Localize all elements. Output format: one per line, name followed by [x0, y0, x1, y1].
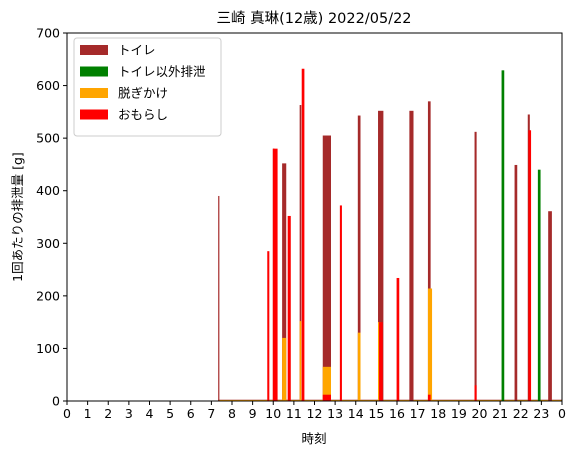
bar — [396, 277, 400, 401]
bar — [322, 394, 331, 401]
x-tick-label: 9 — [249, 406, 257, 421]
y-axis: 0 100 200 300 400 500 600 700 — [36, 26, 67, 409]
bar — [218, 195, 220, 401]
x-tick-label: 4 — [146, 406, 154, 421]
bar — [537, 169, 541, 401]
bar — [282, 163, 287, 401]
bar — [339, 205, 342, 401]
bar — [379, 322, 383, 401]
legend-swatch — [80, 66, 108, 77]
x-tick-label: 7 — [207, 406, 215, 421]
legend-label: おもらし — [118, 107, 168, 122]
x-tick-label: 1 — [84, 406, 92, 421]
x-tick-label: 21 — [492, 406, 508, 421]
x-axis: 0 1 2 3 4 5 6 7 8 9 10 11 12 13 14 15 16 17 18 19 20 21 22 23 0 — [63, 401, 566, 421]
bar — [409, 110, 414, 401]
y-tick-label: 700 — [36, 26, 60, 41]
bar — [427, 101, 431, 401]
legend-label: トイレ — [118, 43, 156, 58]
legend-label: 脱ぎかけ — [118, 86, 168, 101]
bar — [501, 70, 505, 401]
x-tick-label: 15 — [368, 406, 384, 421]
bar — [427, 394, 431, 401]
y-tick-label: 600 — [36, 78, 60, 93]
x-tick-label: 12 — [307, 406, 323, 421]
x-tick-label: 22 — [513, 406, 529, 421]
y-tick-label: 100 — [36, 341, 60, 356]
x-tick-label: 5 — [166, 406, 174, 421]
bar — [272, 148, 278, 401]
x-tick-label: 23 — [533, 406, 549, 421]
y-tick-label: 300 — [36, 236, 60, 251]
x-tick-label: 6 — [187, 406, 195, 421]
x-tick-label: 13 — [327, 406, 343, 421]
y-tick-label: 500 — [36, 131, 60, 146]
chart-title: 三崎 真琳(12歳) 2022/05/22 — [216, 9, 411, 27]
x-tick-label: 20 — [472, 406, 488, 421]
bar — [301, 68, 305, 401]
x-tick-label: 19 — [451, 406, 467, 421]
x-tick-label: 0 — [63, 406, 71, 421]
bar — [267, 251, 270, 401]
bar — [299, 105, 302, 401]
baseline-segment — [218, 399, 562, 401]
bars-group — [218, 68, 570, 401]
legend-swatch — [80, 88, 108, 98]
y-axis-label: 1回あたりの排泄量 [g] — [10, 152, 25, 282]
bar — [322, 135, 331, 401]
legend-box — [73, 37, 222, 137]
bar — [474, 385, 477, 401]
x-tick-label: 18 — [430, 406, 446, 421]
x-tick-label: 3 — [125, 406, 133, 421]
legend-label: トイレ以外排泄 — [118, 64, 206, 79]
y-tick-label: 200 — [36, 288, 60, 303]
bar — [474, 131, 477, 401]
bar — [378, 110, 384, 401]
bar — [282, 337, 287, 401]
bar — [357, 332, 361, 401]
bar — [427, 288, 433, 401]
legend-swatch — [80, 109, 108, 120]
bar — [548, 211, 552, 401]
x-tick-label: 16 — [389, 406, 405, 421]
x-tick-label: 2 — [104, 406, 112, 421]
x-tick-label: 14 — [348, 406, 364, 421]
x-tick-label: 11 — [286, 406, 302, 421]
legend-swatch — [80, 45, 108, 55]
bar — [528, 130, 532, 401]
bar — [357, 115, 361, 401]
y-tick-label: 400 — [36, 183, 60, 198]
bar — [566, 80, 570, 401]
y-tick-label: 0 — [52, 394, 60, 409]
bar — [287, 215, 291, 401]
bar — [322, 366, 331, 401]
x-axis-label: 時刻 — [301, 431, 326, 446]
x-tick-label: 10 — [265, 406, 281, 421]
bar — [299, 321, 302, 401]
x-tick-label: 8 — [228, 406, 236, 421]
x-tick-label: 0 — [558, 406, 566, 421]
bar — [514, 164, 518, 401]
x-tick-label: 17 — [410, 406, 426, 421]
